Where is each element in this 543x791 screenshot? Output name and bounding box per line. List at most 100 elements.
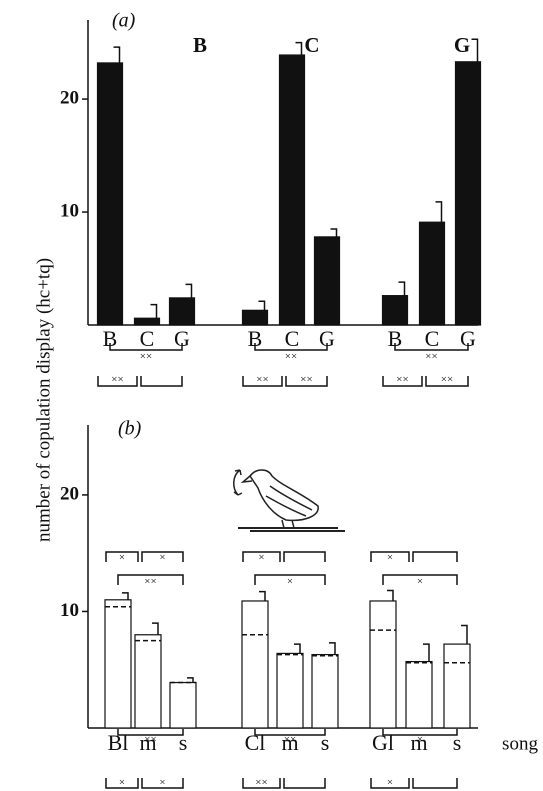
error-bar bbox=[461, 624, 468, 645]
bar bbox=[241, 309, 269, 326]
bar bbox=[311, 653, 339, 729]
significance-bracket bbox=[109, 343, 183, 351]
x-tick-label: Gl bbox=[372, 730, 394, 755]
x-tick-label: C bbox=[140, 326, 155, 351]
x-tick-label: s bbox=[321, 730, 330, 755]
x-tick-label: G bbox=[174, 326, 190, 351]
y-tick-label: 20 bbox=[60, 483, 79, 504]
significance-bracket bbox=[117, 574, 184, 585]
significance-label: × bbox=[387, 777, 393, 789]
significance-bracket bbox=[370, 551, 410, 562]
bar bbox=[169, 681, 197, 729]
significance-label: × bbox=[159, 777, 165, 789]
significance-bracket bbox=[382, 574, 458, 585]
significance-bracket bbox=[370, 778, 410, 789]
x-tick-label: B bbox=[248, 326, 263, 351]
panel-label: (b) bbox=[118, 418, 142, 440]
significance-label: ×× bbox=[300, 374, 312, 386]
significance-label: ×× bbox=[140, 351, 152, 363]
y-tick-label: 10 bbox=[60, 200, 79, 221]
significance-bracket bbox=[285, 376, 328, 387]
error-bar bbox=[435, 201, 443, 223]
bird-illustration bbox=[233, 469, 345, 532]
x-tick-label: G bbox=[319, 326, 335, 351]
significance-label: ×× bbox=[255, 777, 267, 789]
x-tick-label: C bbox=[425, 326, 440, 351]
y-tick-label: 10 bbox=[60, 600, 79, 621]
bar bbox=[418, 221, 446, 326]
significance-bracket bbox=[283, 551, 326, 562]
bar bbox=[313, 236, 341, 326]
significance-label: × bbox=[417, 734, 423, 746]
significance-label: ×× bbox=[441, 374, 453, 386]
group-label: C bbox=[304, 33, 319, 57]
x-tick-label: B bbox=[103, 326, 118, 351]
significance-bracket bbox=[97, 376, 138, 387]
error-bar bbox=[152, 622, 159, 635]
x-tick-label: C bbox=[285, 326, 300, 351]
significance-bracket bbox=[242, 376, 283, 387]
bar bbox=[278, 54, 306, 326]
x-tick-label: Bl bbox=[108, 730, 129, 755]
panel-label: (a) bbox=[112, 10, 136, 32]
error-bar bbox=[113, 46, 121, 63]
x-tick-label: s bbox=[179, 730, 188, 755]
error-bar bbox=[258, 300, 266, 311]
significance-bracket bbox=[141, 551, 184, 562]
significance-bracket bbox=[117, 729, 184, 736]
significance-bracket bbox=[242, 778, 281, 789]
significance-label: × bbox=[417, 576, 423, 588]
bar bbox=[134, 634, 162, 729]
significance-bracket bbox=[283, 778, 326, 789]
error-bar bbox=[187, 677, 194, 683]
bar bbox=[276, 652, 304, 729]
significance-label: ×× bbox=[111, 374, 123, 386]
group-label: B bbox=[193, 33, 207, 57]
error-bar bbox=[150, 303, 158, 319]
significance-label: ×× bbox=[284, 734, 296, 746]
significance-bracket bbox=[412, 778, 458, 789]
bar bbox=[443, 643, 471, 729]
y-axis-label: number of copulation display (hc+tq) bbox=[33, 258, 54, 542]
error-bar bbox=[295, 41, 303, 56]
x-tick-label: Cl bbox=[245, 730, 266, 755]
significance-bracket bbox=[394, 343, 469, 351]
error-bar bbox=[329, 642, 336, 655]
bar bbox=[133, 317, 161, 326]
error-bar bbox=[185, 283, 193, 298]
error-bar bbox=[259, 590, 266, 601]
bar bbox=[405, 660, 433, 729]
bar bbox=[168, 297, 196, 326]
x-tick-label: m bbox=[281, 730, 298, 755]
significance-bracket bbox=[382, 729, 458, 736]
error-bar bbox=[294, 643, 301, 654]
significance-bracket bbox=[382, 376, 423, 387]
significance-bracket bbox=[254, 343, 328, 351]
significance-label: × bbox=[119, 777, 125, 789]
error-bar bbox=[387, 589, 394, 601]
error-bar bbox=[471, 38, 479, 62]
significance-bracket bbox=[105, 551, 139, 562]
significance-label: ×× bbox=[396, 374, 408, 386]
significance-label: × bbox=[387, 552, 393, 564]
error-bar bbox=[398, 281, 406, 296]
significance-label: × bbox=[258, 552, 264, 564]
significance-label: × bbox=[119, 552, 125, 564]
significance-label: ×× bbox=[144, 734, 156, 746]
bar bbox=[96, 62, 124, 326]
x-tick-label: m bbox=[139, 730, 156, 755]
y-tick-label: 20 bbox=[60, 87, 79, 108]
significance-label: × bbox=[287, 576, 293, 588]
bar bbox=[104, 599, 132, 729]
bar bbox=[369, 600, 397, 729]
bar bbox=[381, 295, 409, 326]
significance-bracket bbox=[254, 729, 326, 736]
significance-bracket bbox=[254, 574, 326, 585]
significance-label: ×× bbox=[144, 576, 156, 588]
error-bar bbox=[122, 592, 129, 600]
error-bar bbox=[423, 643, 430, 662]
significance-bracket bbox=[412, 551, 458, 562]
x-tick-label: B bbox=[388, 326, 403, 351]
x-tick-label: m bbox=[410, 730, 427, 755]
